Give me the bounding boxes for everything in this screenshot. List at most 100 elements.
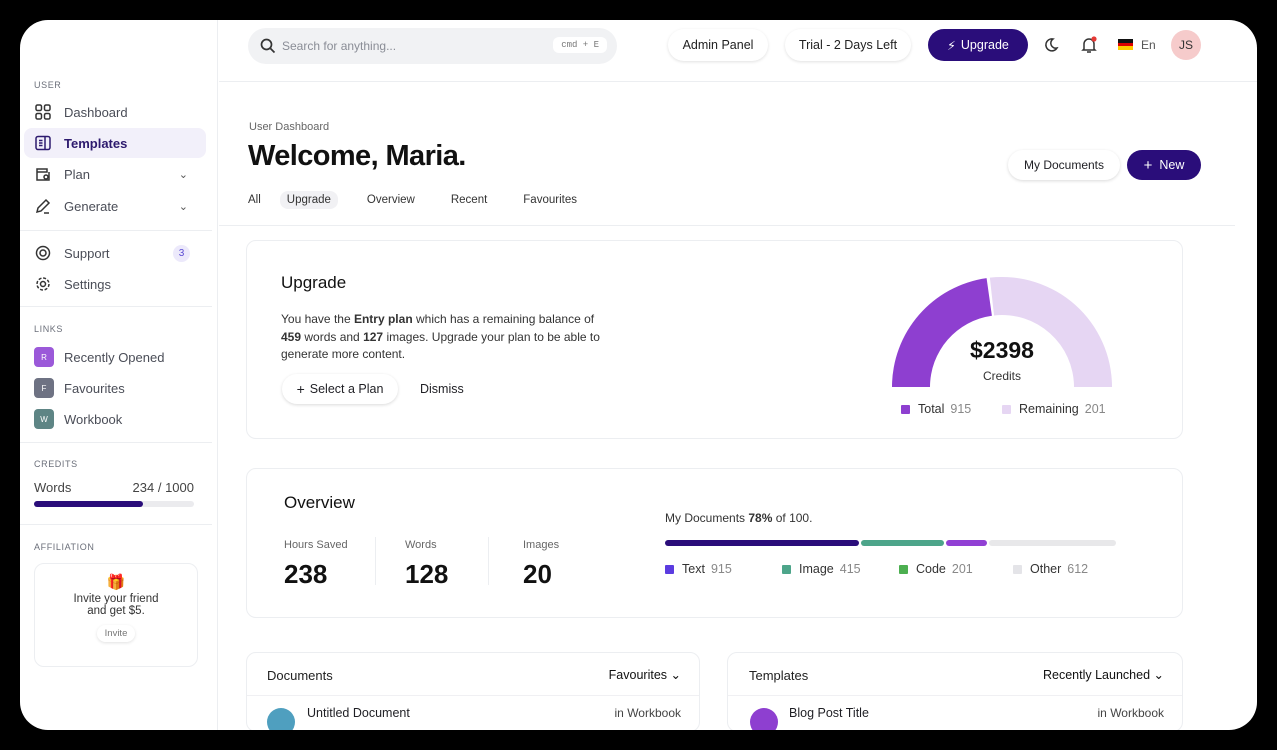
pen-icon bbox=[34, 197, 52, 215]
credits-progress-bar bbox=[34, 501, 194, 507]
template-icon bbox=[34, 134, 52, 152]
usage-segment-other bbox=[988, 540, 1116, 546]
link-recently-opened[interactable]: R Recently Opened bbox=[24, 342, 206, 372]
sidebar-item-label: Templates bbox=[64, 135, 128, 151]
template-name[interactable]: Blog Post Title bbox=[789, 706, 869, 720]
my-documents-button[interactable]: My Documents bbox=[1008, 150, 1120, 180]
affiliation-text: Invite your friend bbox=[73, 593, 159, 605]
affiliation-text: and get $5. bbox=[87, 605, 145, 617]
usage-segment-code bbox=[946, 540, 987, 546]
documents-title: Documents bbox=[267, 668, 333, 683]
divider bbox=[20, 442, 212, 443]
tab-recent[interactable]: Recent bbox=[450, 194, 488, 206]
legend-swatch bbox=[899, 564, 908, 574]
upgrade-card: Upgrade You have the Entry plan which ha… bbox=[246, 240, 1183, 439]
gauge-label: Credits bbox=[982, 369, 1021, 383]
sidebar-item-generate[interactable]: Generate ⌄ bbox=[24, 191, 206, 221]
link-label: Favourites bbox=[64, 380, 125, 396]
stat-hours-saved: Hours Saved 238 bbox=[284, 539, 348, 589]
credits-value: 234 / 1000 bbox=[132, 480, 194, 495]
search-icon bbox=[260, 38, 276, 54]
topbar: Search for anything... cmd + E Admin Pan… bbox=[219, 20, 1257, 82]
overview-title: Overview bbox=[284, 493, 355, 512]
sidebar: USER Dashboard Templates Plan ⌄ Generate… bbox=[20, 20, 218, 730]
search-input[interactable]: Search for anything... cmd + E bbox=[248, 28, 617, 64]
avatar[interactable]: JS bbox=[1171, 30, 1201, 60]
admin-panel-button[interactable]: Admin Panel bbox=[668, 29, 768, 61]
upgrade-button[interactable]: ⚡︎ Upgrade bbox=[928, 29, 1028, 61]
chevron-down-icon: ⌄ bbox=[670, 668, 681, 682]
link-workbook[interactable]: W Workbook bbox=[24, 404, 206, 434]
sidebar-item-plan[interactable]: Plan ⌄ bbox=[24, 159, 206, 189]
lifebuoy-icon bbox=[34, 244, 52, 262]
breadcrumb: User Dashboard bbox=[249, 121, 330, 133]
language-label[interactable]: En bbox=[1141, 38, 1156, 52]
usage-segment-text bbox=[665, 540, 860, 546]
moon-icon[interactable] bbox=[1043, 37, 1059, 53]
templates-filter-dropdown[interactable]: Recently Launched ⌄ bbox=[1043, 668, 1164, 682]
stat-words: Words 128 bbox=[405, 539, 449, 589]
select-plan-button[interactable]: + Select a Plan bbox=[282, 374, 398, 404]
usage-segment-image bbox=[861, 540, 945, 546]
trial-button[interactable]: Trial - 2 Days Left bbox=[785, 29, 911, 61]
legend-code: Code 201 bbox=[899, 562, 973, 576]
sidebar-item-dashboard[interactable]: Dashboard bbox=[24, 97, 206, 127]
wallet-icon bbox=[34, 165, 52, 183]
section-label: USER bbox=[34, 80, 62, 90]
document-name[interactable]: Untitled Document bbox=[307, 706, 410, 720]
upgrade-label: Upgrade bbox=[960, 38, 1009, 52]
invite-button[interactable]: Invite bbox=[97, 625, 136, 642]
sidebar-item-settings[interactable]: Settings bbox=[24, 269, 206, 299]
link-letter-badge: W bbox=[34, 409, 54, 429]
tab-all[interactable]: All bbox=[248, 194, 261, 206]
documents-usage-text: My Documents 78% of 100. bbox=[665, 511, 813, 525]
documents-card: Documents Favourites ⌄ Untitled Document… bbox=[246, 652, 700, 730]
gauge-arc-remaining bbox=[989, 277, 1112, 387]
new-button[interactable]: + New bbox=[1127, 150, 1201, 180]
documents-usage-bar bbox=[665, 540, 1116, 546]
sidebar-item-label: Generate bbox=[64, 198, 119, 214]
divider bbox=[20, 230, 212, 231]
tab-overview[interactable]: Overview bbox=[366, 194, 415, 206]
legend-swatch bbox=[1013, 564, 1022, 574]
link-letter-badge: F bbox=[34, 378, 54, 398]
sidebar-item-label: Support bbox=[64, 245, 110, 261]
sidebar-item-templates[interactable]: Templates bbox=[24, 128, 206, 158]
legend-swatch bbox=[782, 564, 791, 574]
app-window: USER Dashboard Templates Plan ⌄ Generate… bbox=[20, 20, 1257, 730]
sidebar-item-label: Dashboard bbox=[64, 104, 128, 120]
gear-icon bbox=[34, 275, 52, 293]
link-label: Workbook bbox=[64, 411, 123, 427]
legend-swatch bbox=[665, 564, 674, 574]
section-label: CREDITS bbox=[34, 459, 78, 469]
chevron-down-icon: ⌄ bbox=[1153, 668, 1164, 682]
legend-total: Total 915 bbox=[901, 402, 971, 416]
document-avatar bbox=[267, 708, 295, 730]
support-count-badge: 3 bbox=[173, 244, 190, 262]
sidebar-item-support[interactable]: Support 3 bbox=[24, 238, 206, 268]
chevron-down-icon: ⌄ bbox=[178, 168, 188, 181]
credits-label: Words bbox=[34, 480, 72, 495]
divider bbox=[219, 225, 1235, 226]
legend-remaining: Remaining 201 bbox=[1002, 402, 1106, 416]
germany-flag-icon[interactable] bbox=[1118, 39, 1133, 51]
tab-upgrade[interactable]: Upgrade bbox=[279, 191, 338, 209]
upgrade-description: You have the Entry plan which has a rema… bbox=[281, 312, 600, 361]
select-plan-label: Select a Plan bbox=[309, 382, 384, 396]
link-favourites[interactable]: F Favourites bbox=[24, 373, 206, 403]
sidebar-item-label: Plan bbox=[64, 166, 91, 182]
credits-gauge bbox=[892, 277, 1112, 387]
affiliation-card: 🎁 Invite your friend and get $5. Invite bbox=[34, 563, 198, 667]
templates-card: Templates Recently Launched ⌄ Blog Post … bbox=[727, 652, 1183, 730]
dismiss-button[interactable]: Dismiss bbox=[420, 382, 464, 396]
bell-icon[interactable] bbox=[1081, 36, 1097, 54]
documents-filter-dropdown[interactable]: Favourites ⌄ bbox=[608, 668, 681, 682]
page-title: Welcome, Maria. bbox=[248, 140, 466, 172]
tab-favourites[interactable]: Favourites bbox=[523, 194, 577, 206]
plus-icon: + bbox=[1143, 156, 1153, 174]
template-location: in Workbook bbox=[1097, 706, 1164, 720]
templates-title: Templates bbox=[749, 668, 809, 683]
plus-icon: + bbox=[296, 381, 305, 397]
link-letter-badge: R bbox=[34, 347, 54, 367]
gauge-arc-total bbox=[892, 278, 992, 387]
